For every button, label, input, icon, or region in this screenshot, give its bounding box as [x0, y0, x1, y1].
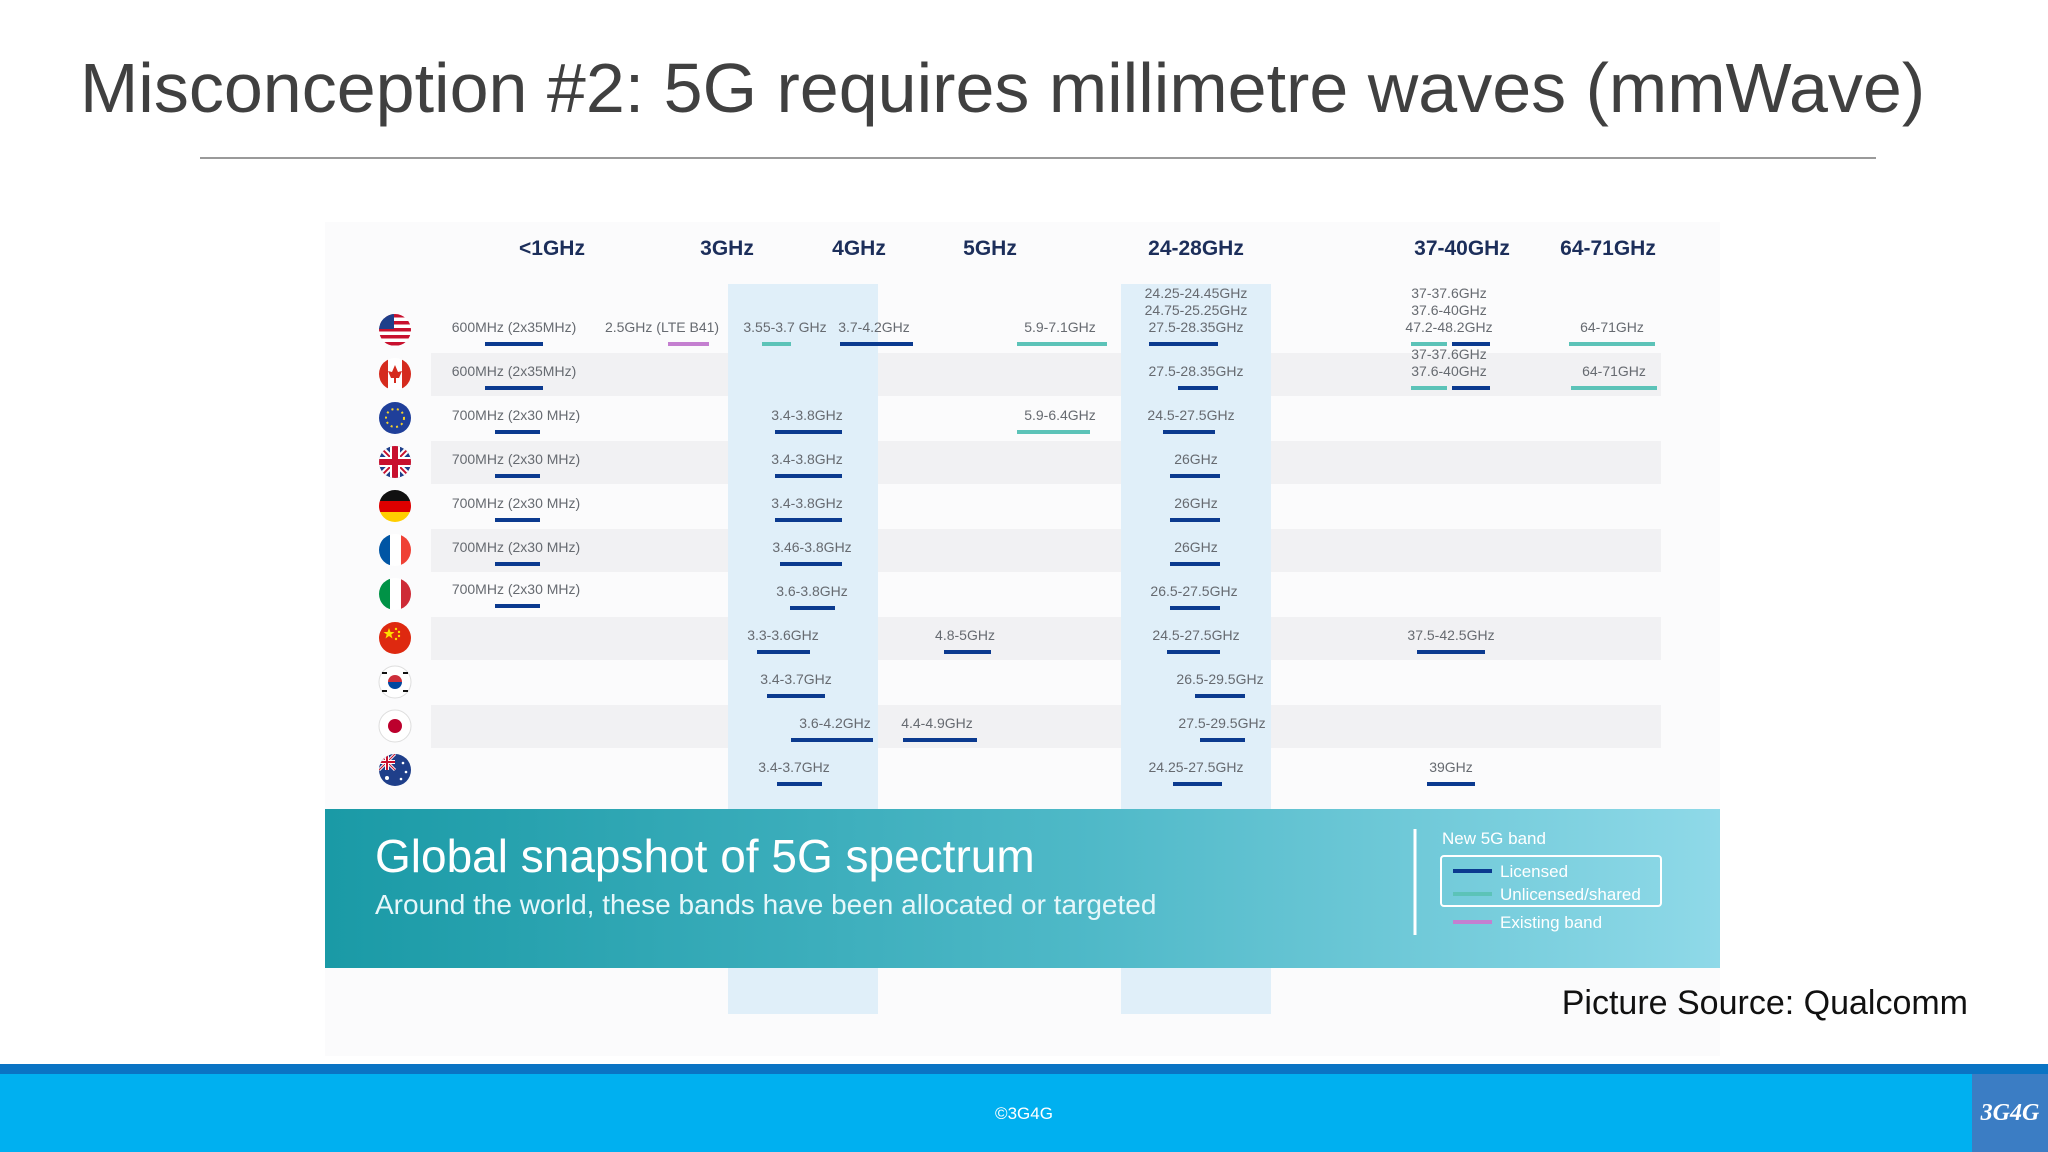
band-label: 3.7-4.2GHz: [838, 319, 910, 335]
picture-source-credit: Picture Source: Qualcomm: [1561, 984, 1968, 1022]
band-label: 26GHz: [1174, 539, 1218, 555]
axis-label: 4GHz: [832, 237, 886, 260]
legend: New 5G band Licensed Unlicensed/shared E…: [1413, 829, 1662, 935]
legend-label-existing: Existing band: [1500, 913, 1602, 932]
footer-accent-strip: [0, 1064, 2048, 1074]
title-divider: [200, 157, 1876, 159]
eu-flag-icon: [379, 402, 411, 434]
band-label: 700MHz (2x30 MHz): [452, 495, 580, 511]
spectrum-diagram: <1GHz 3GHz 4GHz 5GHz 24-28GHz 37-40GHz 6…: [325, 237, 1720, 1014]
band-label: 24.25-27.5GHz: [1149, 759, 1244, 775]
band-label: 2.5GHz (LTE B41): [605, 319, 719, 335]
band-label: 700MHz (2x30 MHz): [452, 539, 580, 555]
band-label: 27.5-29.5GHz: [1178, 715, 1265, 731]
band-label: 3.4-3.7GHz: [760, 671, 832, 687]
band-label: 39GHz: [1429, 759, 1473, 775]
band-label: 24.25-24.45GHz: [1145, 285, 1248, 301]
axis-label: 3GHz: [700, 237, 754, 260]
band-label: 600MHz (2x35MHz): [452, 363, 576, 379]
slide-title: Misconception #2: 5G requires millimetre…: [80, 49, 1926, 127]
axis-label: 37-40GHz: [1414, 237, 1510, 260]
band-label: 47.2-48.2GHz: [1405, 319, 1492, 335]
band-label: 26.5-29.5GHz: [1176, 671, 1263, 687]
3g4g-logo: 3G4G: [1972, 1074, 2048, 1152]
band-label: 700MHz (2x30 MHz): [452, 451, 580, 467]
south-korea-flag-icon: [378, 665, 412, 699]
band-label: 3.46-3.8GHz: [772, 539, 851, 555]
china-flag-icon: [379, 622, 411, 654]
band-label: 37.5-42.5GHz: [1407, 627, 1494, 643]
axis-label: 5GHz: [963, 237, 1017, 260]
band-label: 3.3-3.6GHz: [747, 627, 819, 643]
band-label: 3.6-3.8GHz: [776, 583, 848, 599]
axis-label: <1GHz: [519, 237, 585, 260]
band-label: 24.5-27.5GHz: [1147, 407, 1234, 423]
band-label: 26GHz: [1174, 495, 1218, 511]
banner-title: Global snapshot of 5G spectrum: [375, 830, 1035, 882]
band-label: 700MHz (2x30 MHz): [452, 581, 580, 597]
band-label: 26GHz: [1174, 451, 1218, 467]
band-label: 37-37.6GHz: [1411, 285, 1486, 301]
band-label: 3.4-3.8GHz: [771, 451, 843, 467]
band-label: 64-71GHz: [1582, 363, 1646, 379]
canada-flag-icon: [379, 358, 411, 390]
band-label: 3.55-3.7 GHz: [743, 319, 826, 335]
legend-heading: New 5G band: [1442, 829, 1546, 848]
uk-flag-icon: [379, 446, 411, 478]
italy-flag-icon: [379, 578, 411, 610]
banner-subtitle: Around the world, these bands have been …: [375, 889, 1156, 920]
band-label: 3.4-3.8GHz: [771, 407, 843, 423]
usa-flag-icon: [379, 314, 411, 346]
france-flag-icon: [379, 534, 411, 566]
band-label: 24.5-27.5GHz: [1152, 627, 1239, 643]
germany-flag-icon: [379, 490, 411, 522]
axis-label: 24-28GHz: [1148, 237, 1244, 260]
band-label: 37.6-40GHz: [1411, 363, 1486, 379]
band-label: 27.5-28.35GHz: [1149, 363, 1244, 379]
axis-label: 64-71GHz: [1560, 237, 1656, 260]
japan-flag-icon: [378, 709, 412, 743]
band-label: 700MHz (2x30 MHz): [452, 407, 580, 423]
band-label: 37-37.6GHz: [1411, 346, 1486, 362]
band-label: 3.6-4.2GHz: [799, 715, 871, 731]
band-label: 5.9-7.1GHz: [1024, 319, 1096, 335]
banner: [325, 809, 1720, 968]
band-label: 24.75-25.25GHz: [1145, 302, 1248, 318]
legend-label-licensed: Licensed: [1500, 862, 1568, 881]
band-label: 3.4-3.8GHz: [771, 495, 843, 511]
band-label: 4.4-4.9GHz: [901, 715, 973, 731]
legend-label-unlicensed: Unlicensed/shared: [1500, 885, 1641, 904]
band-label: 26.5-27.5GHz: [1150, 583, 1237, 599]
band-label: 27.5-28.35GHz: [1149, 319, 1244, 335]
spectrum-figure: <1GHz 3GHz 4GHz 5GHz 24-28GHz 37-40GHz 6…: [325, 222, 1720, 1056]
copyright-text: ©3G4G: [995, 1104, 1053, 1123]
band-label: 5.9-6.4GHz: [1024, 407, 1096, 423]
footer-bar: ©3G4G 3G4G: [0, 1074, 2048, 1152]
band-label: 64-71GHz: [1580, 319, 1644, 335]
band-label: 4.8-5GHz: [935, 627, 995, 643]
australia-flag-icon: [379, 754, 411, 786]
band-label: 600MHz (2x35MHz): [452, 319, 576, 335]
band-label: 3.4-3.7GHz: [758, 759, 830, 775]
band-label: 37.6-40GHz: [1411, 302, 1486, 318]
